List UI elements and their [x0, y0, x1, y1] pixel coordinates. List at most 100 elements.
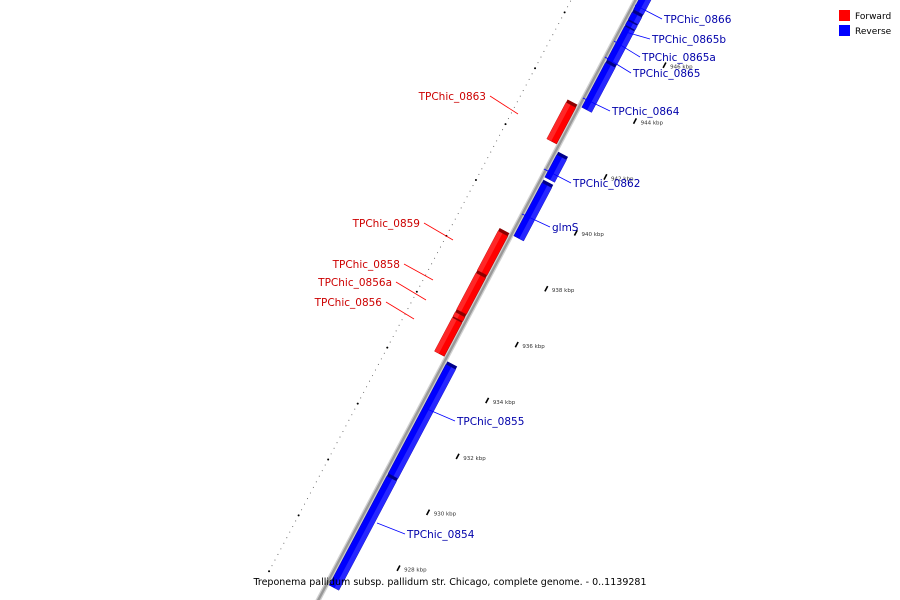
leader-line — [604, 56, 632, 74]
gene-label[interactable]: TPChic_0856a — [317, 277, 392, 289]
major-tick — [425, 509, 431, 516]
minor-tick-dot — [457, 213, 459, 215]
minor-tick-dot — [543, 50, 545, 53]
leader-line — [582, 97, 611, 112]
gene-TPChic_0859[interactable] — [477, 228, 510, 276]
minor-tick-dot — [277, 553, 279, 556]
gene-box-highlight — [587, 65, 616, 113]
minor-tick-dot — [469, 190, 471, 192]
gene-box-side — [632, 9, 644, 18]
gene-label[interactable]: TPChic_0862 — [572, 178, 640, 190]
minor-tick-dot — [466, 196, 468, 198]
minor-tick-dot — [268, 570, 271, 573]
minor-tick-dot — [563, 11, 566, 14]
gene-box-highlight — [546, 102, 571, 142]
major-tick — [573, 229, 578, 236]
minor-tick-dot — [280, 548, 282, 550]
minor-tick-dot — [496, 140, 498, 142]
minor-tick-dot — [380, 358, 382, 360]
gene-box-side — [475, 269, 488, 279]
minor-tick-dot — [306, 498, 309, 500]
gene-box-side — [498, 228, 510, 237]
gene-TPChic_0855[interactable] — [387, 361, 458, 479]
minor-tick-dot — [451, 224, 453, 226]
leader-line — [385, 301, 415, 320]
minor-tick-dot — [484, 162, 486, 164]
minor-tick-dot — [561, 17, 563, 19]
minor-tick-dot — [510, 112, 512, 114]
minor-tick-dot — [366, 386, 368, 388]
gene-label[interactable]: TPChic_0854 — [406, 529, 475, 541]
gene-box-highlight — [456, 272, 481, 312]
minor-tick-dot — [345, 425, 347, 427]
minor-tick-dot — [534, 67, 537, 70]
minor-tick-dot — [301, 509, 303, 511]
minor-tick-dot — [392, 335, 394, 338]
gene-label[interactable]: TPChic_0855 — [456, 416, 524, 428]
tick-label: 934 kbp — [493, 400, 516, 406]
minor-tick-dot — [439, 246, 442, 248]
gene-label[interactable]: TPChic_0865a — [641, 52, 716, 64]
minor-tick-dots — [268, 0, 572, 573]
major-tick — [603, 173, 608, 180]
minor-tick-dot — [413, 296, 415, 298]
minor-tick-dot — [522, 90, 524, 92]
tick-label: 940 kbp — [581, 232, 604, 238]
gene-glmS[interactable] — [513, 179, 554, 242]
gene-label[interactable]: TPChic_0864 — [611, 106, 680, 118]
gene-box-side — [386, 473, 399, 482]
minor-tick-dot — [410, 302, 412, 304]
minor-tick-dot — [271, 565, 273, 567]
gene-label[interactable]: TPChic_0865 — [632, 68, 700, 80]
gene-label[interactable]: TPChic_0866 — [663, 14, 732, 26]
gene-TPChic_0863[interactable] — [546, 99, 578, 145]
gene-TPChic_0866[interactable] — [633, 0, 657, 15]
minor-tick-dot — [546, 45, 548, 47]
minor-tick-dot — [540, 56, 542, 58]
gene-TPChic_0862[interactable] — [544, 151, 569, 183]
minor-tick-dot — [493, 145, 495, 148]
gene-TPChic_0864[interactable] — [581, 59, 617, 113]
minor-tick-dot — [428, 268, 430, 270]
minor-tick-dot — [351, 414, 353, 416]
minor-tick-dot — [460, 207, 462, 209]
gene-label[interactable]: TPChic_0863 — [418, 91, 486, 103]
gene-TPChic_0854[interactable] — [328, 473, 399, 591]
backbone-group — [315, 0, 639, 600]
tick-label: 928 kbp — [404, 568, 427, 574]
gene-box-highlight — [334, 478, 397, 591]
leader-line — [403, 263, 434, 281]
major-tick — [396, 565, 401, 572]
minor-tick-dot — [490, 151, 492, 153]
gene-label[interactable]: TPChic_0858 — [332, 259, 400, 271]
minor-tick-dot — [422, 280, 424, 282]
gene-label[interactable]: TPChic_0856 — [314, 297, 383, 309]
gene-TPChic_0858[interactable] — [456, 269, 488, 315]
leader-line — [634, 4, 663, 20]
gene-label[interactable]: glmS — [552, 222, 579, 234]
major-tick — [485, 397, 490, 404]
gene-TPChic_0856a[interactable] — [452, 309, 467, 322]
minor-tick-dot — [558, 22, 560, 25]
minor-tick-dot — [463, 201, 465, 203]
minor-tick-dot — [321, 470, 323, 472]
minor-tick-dot — [454, 218, 456, 220]
minor-tick-dot — [501, 129, 504, 131]
legend-swatch-forward — [839, 10, 850, 21]
minor-tick-dot — [398, 324, 400, 326]
legend-label-reverse: Reverse — [855, 27, 892, 37]
minor-tick-dot — [289, 531, 291, 533]
gene-label[interactable]: TPChic_0859 — [352, 218, 420, 230]
minor-tick-dot — [360, 397, 362, 399]
minor-tick-dot — [309, 492, 311, 494]
gene-TPChic_0865b[interactable] — [628, 9, 644, 25]
gene-box-side — [445, 361, 458, 370]
minor-tick-dot — [431, 263, 433, 265]
minor-tick-dot — [389, 341, 391, 343]
gene-box-highlight — [630, 23, 638, 30]
leader-line — [376, 522, 406, 535]
minor-tick-dot — [474, 179, 477, 182]
minor-tick-dot — [481, 168, 483, 170]
gene-label[interactable]: TPChic_0865b — [651, 34, 726, 46]
minor-tick-dot — [448, 229, 450, 231]
